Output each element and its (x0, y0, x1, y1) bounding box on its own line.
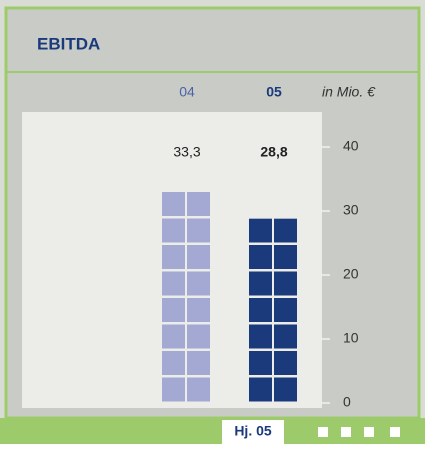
y-tick-label: 40 (343, 138, 359, 154)
footer-square (364, 427, 374, 437)
footer-square (390, 427, 400, 437)
footer-square (341, 427, 351, 437)
x-tick-label: 04 (179, 84, 195, 100)
footer-bar (0, 418, 425, 444)
value-label: 28,8 (260, 144, 287, 160)
y-tick-label: 20 (343, 266, 359, 282)
chart-title: EBITDA (37, 34, 100, 53)
footer-label: Hj. 05 (234, 423, 272, 439)
x-tick-label: 05 (266, 84, 282, 100)
bar (162, 189, 212, 403)
value-label: 33,3 (173, 144, 200, 160)
footer-square (318, 427, 328, 437)
bar (249, 218, 299, 403)
y-tick-label: 0 (343, 394, 351, 410)
y-tick-label: 10 (343, 330, 359, 346)
y-tick-label: 30 (343, 202, 359, 218)
footer-tab (222, 420, 284, 444)
unit-label: in Mio. € (322, 84, 376, 100)
